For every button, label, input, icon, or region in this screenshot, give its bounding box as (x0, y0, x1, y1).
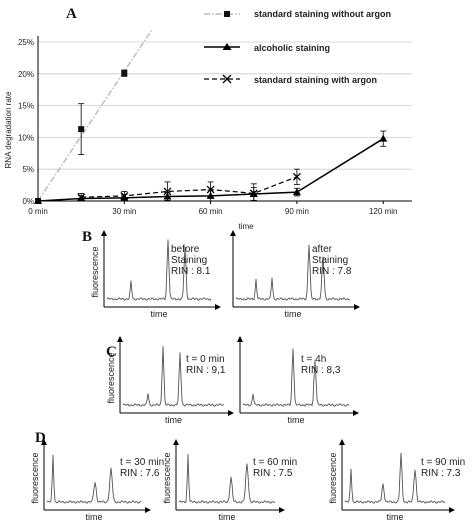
trace-line (106, 239, 212, 301)
x-tick-labels: 0 min 30 min 60 min 90 min 120 min (28, 207, 397, 216)
trace-annotation: RIN : 7.3 (421, 468, 461, 479)
data-point (120, 191, 129, 200)
trace-annotation: RIN : 9,1 (186, 365, 226, 376)
trace-y-label: fluorescence (90, 246, 100, 297)
legend-cross-marker (222, 74, 232, 84)
y-tick-labels: 0% 5% 10% 15% 20% 25% (18, 38, 34, 206)
data-point (163, 187, 172, 196)
data-point (77, 193, 86, 202)
panel-label: D (35, 430, 46, 446)
legend-label-alcoholic: alcoholic staining (254, 43, 330, 53)
data-point (249, 189, 258, 198)
data-point (292, 172, 301, 181)
trend-line-without-argon (37, 28, 153, 202)
trace-x-label: time (287, 415, 304, 425)
legend-entry-without-argon: standard staining without argon (204, 9, 391, 19)
y-tick-label: 0% (22, 197, 34, 206)
panel-a: A RNA degradation rate time 0% 5% 10% 15% 20… (4, 6, 412, 231)
trace-annotation: after (312, 244, 333, 255)
x-tick-label: 90 min (285, 207, 309, 216)
trace-annotation: RIN : 8,3 (301, 365, 341, 376)
legend-label-without-argon: standard staining without argon (254, 9, 391, 19)
y-tick-label: 15% (18, 102, 34, 111)
trace-y-label: fluorescence (106, 352, 116, 403)
panel-label: B (82, 229, 92, 245)
trace-x-label: time (150, 309, 167, 319)
y-tick-label: 10% (18, 133, 34, 142)
trace-line (235, 244, 351, 301)
legend-entry-with-argon: standard staining with argon (204, 74, 377, 85)
grid (38, 41, 412, 170)
trace-y-label: fluorescence (30, 452, 40, 503)
trace-line (178, 454, 276, 504)
trace-annotation: Staining (171, 255, 207, 266)
trace-line (242, 348, 350, 407)
panel-label: C (106, 344, 117, 360)
trace-annotation: t = 90 min (421, 457, 465, 468)
x-tick-label: 60 min (199, 207, 223, 216)
trace-annotation: t = 30 min (120, 457, 164, 468)
trace-x-label: time (85, 512, 102, 522)
trace-annotation: before (171, 244, 200, 255)
y-axis-label: RNA degradation rate (4, 91, 13, 168)
trace-x-label: time (386, 512, 403, 522)
trace-x-label: time (284, 309, 301, 319)
legend-label-with-argon: standard staining with argon (254, 75, 377, 85)
trace-annotation: t = 60 min (253, 457, 297, 468)
x-tick-label: 120 min (369, 207, 397, 216)
data-point (78, 126, 85, 133)
y-tick-label: 25% (18, 38, 34, 47)
trace-annotation: RIN : 8.1 (171, 266, 211, 277)
trace-annotation: t = 4h (301, 354, 326, 365)
data-point (121, 70, 128, 77)
trace-y-label: fluorescence (328, 452, 338, 503)
trace-x-label: time (165, 415, 182, 425)
legend-square-marker (224, 11, 230, 17)
trace-annotation: t = 0 min (186, 354, 225, 365)
data-point (34, 197, 42, 204)
axes (37, 36, 412, 204)
series-line (37, 138, 384, 202)
series-layer (34, 28, 388, 204)
trace-annotation: RIN : 7.6 (120, 468, 160, 479)
trace-annotation: Staining (312, 255, 348, 266)
panel-a-label: A (66, 6, 77, 22)
legend-triangle-marker (222, 43, 232, 50)
series-2 (77, 168, 301, 202)
x-tick-label: 0 min (28, 207, 48, 216)
trace-annotation: RIN : 7.8 (312, 266, 352, 277)
series-line (81, 176, 298, 198)
legend-entry-alcoholic: alcoholic staining (204, 43, 330, 53)
x-axis-label: time (238, 222, 254, 231)
data-point (379, 134, 388, 142)
data-point (206, 185, 215, 194)
trace-line (122, 346, 225, 407)
x-tick-label: 30 min (112, 207, 136, 216)
y-tick-label: 5% (22, 165, 34, 174)
trace-line (344, 452, 446, 504)
trace-annotation: RIN : 7.5 (253, 468, 293, 479)
y-tick-label: 20% (18, 70, 34, 79)
trace-line (46, 454, 141, 504)
legend: standard staining without argon alcoholi… (204, 9, 391, 85)
trace-y-label: fluorescence (162, 452, 172, 503)
data-point (292, 188, 301, 196)
trace-x-label: time (218, 512, 235, 522)
